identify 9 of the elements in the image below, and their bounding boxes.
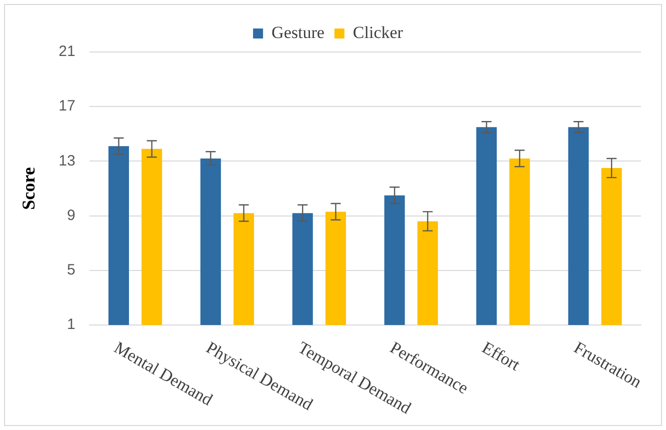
- legend-label: Gesture: [272, 22, 324, 42]
- y-tick-label: 9: [66, 206, 76, 224]
- y-axis-title: Score: [18, 167, 38, 210]
- legend-label: Clicker: [352, 22, 404, 42]
- y-tick-label: 5: [66, 262, 76, 279]
- y-tick-label: 17: [58, 98, 76, 115]
- y-tick-label: 13: [58, 152, 76, 170]
- y-tick-label: 1: [66, 316, 76, 334]
- y-tick-label: 21: [58, 43, 76, 60]
